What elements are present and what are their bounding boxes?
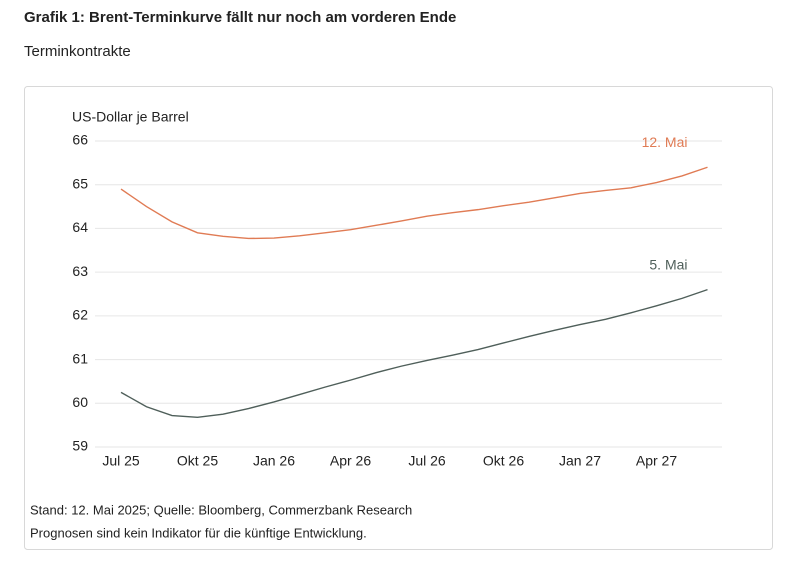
x-tick-label: Apr 26	[330, 453, 371, 469]
x-tick-label: Okt 25	[177, 453, 218, 469]
series-line	[120, 288, 708, 418]
x-tick-label: Okt 26	[483, 453, 524, 469]
x-tick-label: Apr 27	[636, 453, 677, 469]
y-tick-label: 60	[72, 394, 88, 410]
y-tick-label: 65	[72, 175, 88, 191]
y-tick-label: 62	[72, 307, 88, 323]
y-axis-label: US-Dollar je Barrel	[72, 109, 189, 125]
chart-frame	[24, 86, 773, 550]
chart-subtitle: Terminkontrakte	[24, 43, 131, 60]
note: Prognosen sind kein Indikator für die kü…	[30, 525, 367, 540]
y-tick-label: 61	[72, 350, 88, 366]
y-tick-label: 66	[72, 132, 88, 148]
y-tick-label: 64	[72, 219, 88, 235]
x-tick-label: Jan 26	[253, 453, 295, 469]
y-tick-label: 59	[72, 438, 88, 454]
x-tick-label: Jan 27	[559, 453, 601, 469]
y-tick-label: 63	[72, 263, 88, 279]
series-label: 5. Mai	[649, 256, 687, 272]
x-tick-label: Jul 25	[102, 453, 140, 469]
chart-title: Grafik 1: Brent-Terminkurve fällt nur no…	[24, 9, 456, 26]
note: Stand: 12. Mai 2025; Quelle: Bloomberg, …	[30, 502, 412, 517]
x-tick-label: Jul 26	[408, 453, 446, 469]
series-line	[120, 166, 708, 240]
series-label: 12. Mai	[642, 134, 688, 150]
